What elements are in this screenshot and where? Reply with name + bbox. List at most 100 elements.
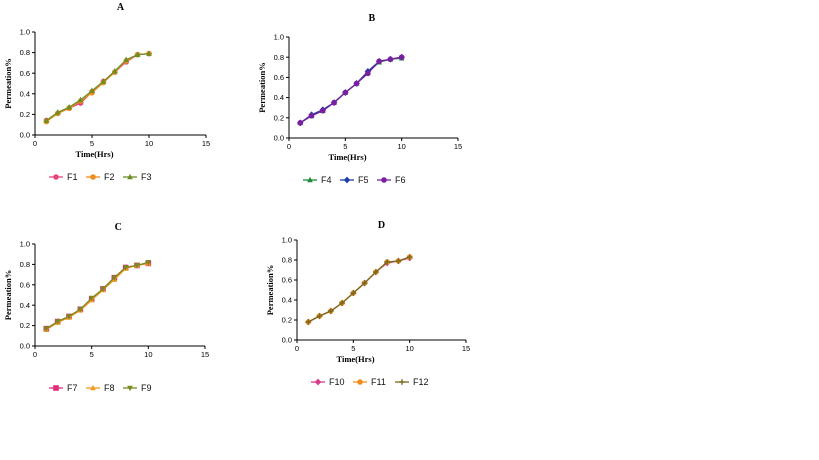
y-tick-label: 1.0: [274, 33, 284, 42]
y-axis-title: Permeation%: [257, 62, 267, 113]
x-tick-label: 0: [295, 344, 299, 353]
y-tick-label: 0.8: [282, 256, 292, 265]
x-tick-label: 5: [90, 139, 94, 148]
legend-swatch-marker: [127, 173, 133, 180]
data-point-f12: [316, 313, 323, 319]
panel-title: C: [115, 222, 122, 233]
legend-label: F3: [141, 172, 152, 182]
data-point-f6: [320, 107, 326, 114]
series-f11: [305, 254, 413, 325]
series-line-f12: [307, 256, 410, 323]
data-point-f12: [395, 258, 402, 264]
data-point-f12: [305, 319, 312, 325]
legend-entry-f9: F9: [123, 383, 152, 393]
data-point-f12: [339, 300, 345, 306]
data-point-f12: [373, 269, 379, 275]
data-point-f6: [398, 54, 405, 60]
y-axis-title: Permeation%: [3, 270, 13, 321]
data-point-f3: [66, 103, 72, 110]
y-tick-label: 1.0: [282, 236, 292, 245]
y-tick-label: 0.6: [20, 69, 30, 78]
legend-swatch-marker: [307, 176, 313, 183]
data-point-f6: [365, 70, 371, 77]
legend-entry-f1: F1: [49, 172, 78, 182]
x-tick-label: 5: [343, 142, 347, 151]
y-tick-label: 0.6: [20, 280, 30, 289]
x-axis-title: Time(Hrs): [328, 152, 366, 162]
x-tick-label: 10: [397, 142, 405, 151]
x-tick-label: 15: [201, 350, 209, 359]
y-tick-label: 0.6: [282, 276, 292, 285]
data-point-f3: [123, 56, 129, 63]
legend-entry-f7: F7: [49, 383, 78, 393]
series-f9: [43, 260, 152, 332]
data-point-f6: [331, 99, 337, 106]
y-tick-label: 0.2: [282, 316, 292, 325]
x-tick-label: 15: [462, 344, 470, 353]
x-tick-label: 0: [287, 142, 291, 151]
data-point-f3: [43, 117, 50, 123]
series-line-f11: [307, 256, 410, 323]
legend-entry-f3: F3: [123, 172, 152, 182]
y-tick-label: 0.0: [20, 131, 30, 140]
series-line-f10: [307, 257, 410, 323]
x-tick-label: 15: [454, 142, 462, 151]
legend-swatch-marker: [343, 176, 351, 184]
x-tick-label: 5: [90, 350, 94, 359]
x-axis-title: Time(Hrs): [75, 149, 113, 159]
legend-label: F5: [358, 175, 369, 185]
x-tick-label: 0: [33, 350, 37, 359]
data-point-f12: [361, 280, 368, 286]
series-f12: [305, 254, 413, 325]
data-point-f12: [350, 290, 357, 296]
y-tick-label: 0.0: [20, 342, 30, 351]
y-tick-label: 0.2: [20, 110, 30, 119]
y-tick-label: 0.2: [20, 321, 30, 330]
data-point-f9: [88, 295, 95, 302]
chart-panel-a: A 0.0 0.2 0.4 0.6 0.8 1.0 0 5 10 15 Time(Hrs) Permea…: [3, 2, 210, 182]
legend-label: F12: [413, 377, 429, 387]
y-tick-label: 0.4: [282, 296, 292, 305]
y-tick-label: 0.0: [282, 336, 292, 345]
data-point-f9: [145, 260, 152, 266]
panel-title: A: [117, 2, 125, 13]
y-axis-title: Permeation%: [265, 265, 275, 316]
data-point-f9: [122, 265, 129, 271]
y-tick-label: 0.2: [274, 113, 284, 122]
y-axis-title: Permeation%: [3, 58, 13, 109]
legend-entry-f11: F11: [353, 377, 386, 387]
legend-entry-f12: F12: [395, 377, 429, 387]
data-point-f12: [328, 308, 334, 314]
x-tick-label: 15: [202, 139, 210, 148]
data-point-f3: [112, 67, 118, 74]
y-tick-label: 0.4: [20, 89, 30, 98]
data-point-f9: [54, 319, 61, 325]
data-point-f3: [55, 109, 61, 115]
legend-entry-f6: F6: [377, 175, 406, 185]
y-tick-label: 1.0: [20, 28, 30, 37]
y-tick-label: 1.0: [20, 240, 30, 249]
legend-label: F9: [141, 383, 152, 393]
data-point-f3: [100, 78, 107, 84]
data-point-f3: [77, 96, 84, 103]
legend-entry-f5: F5: [340, 175, 369, 185]
legend-swatch-marker: [90, 174, 96, 180]
x-tick-label: 10: [405, 344, 413, 353]
series-f3: [43, 50, 152, 123]
legend-entry-f4: F4: [303, 175, 332, 185]
legend-entry-f8: F8: [86, 383, 115, 393]
series-line-f3: [46, 52, 150, 122]
legend-swatch-marker: [53, 174, 59, 180]
x-tick-label: 5: [351, 344, 355, 353]
legend-entry-f10: F10: [311, 377, 345, 387]
data-point-f3: [146, 50, 152, 56]
legend-swatch-marker: [127, 385, 133, 392]
legend-swatch-marker: [90, 384, 96, 391]
legend-swatch-marker: [381, 177, 387, 183]
x-tick-label: 0: [33, 139, 37, 148]
chart-panel-b: B 0.0 0.2 0.4 0.6 0.8 1.0 0 5 10 15 Time(Hrs) Permea…: [257, 13, 462, 185]
x-tick-label: 10: [144, 350, 152, 359]
data-point-f6: [308, 112, 315, 119]
x-axis-title: Time(Hrs): [336, 354, 374, 364]
